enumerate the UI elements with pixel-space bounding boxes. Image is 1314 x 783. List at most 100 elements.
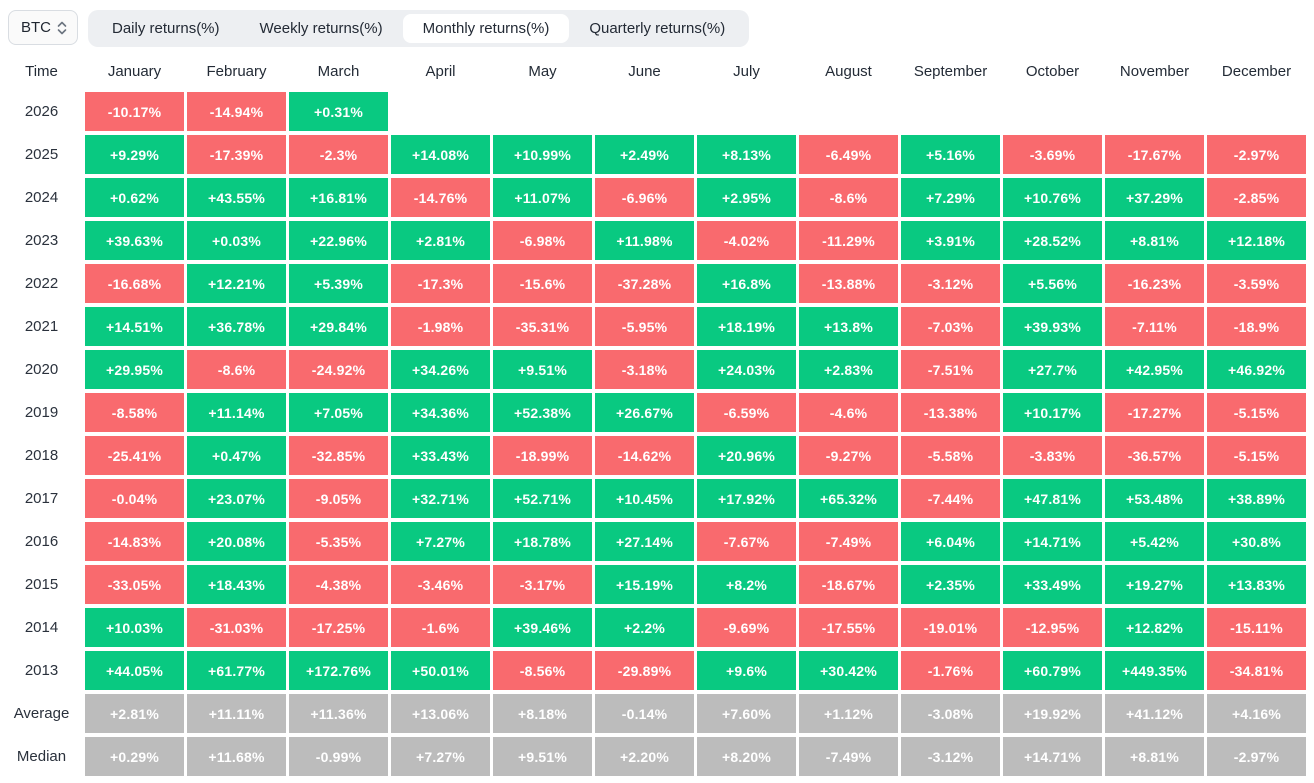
return-cell-2024-january: +0.62%: [85, 178, 184, 217]
return-cell-average-march: +11.36%: [289, 694, 388, 733]
return-cell-2016-february: +20.08%: [187, 522, 286, 561]
return-cell-2024-june: -6.96%: [595, 178, 694, 217]
return-cell-2013-february: +61.77%: [187, 651, 286, 690]
return-cell-2020-september: -7.51%: [901, 350, 1000, 389]
return-cell-2026-october: [1003, 92, 1102, 131]
return-cell-2021-september: -7.03%: [901, 307, 1000, 346]
return-cell-2025-october: -3.69%: [1003, 135, 1102, 174]
return-cell-median-april: +7.27%: [391, 737, 490, 776]
row-label-2018: 2018: [24, 447, 59, 464]
return-cell-2019-june: +26.67%: [595, 393, 694, 432]
return-cell-2016-july: -7.67%: [697, 522, 796, 561]
return-cell-2017-september: -7.44%: [901, 479, 1000, 518]
column-header-september: September: [913, 62, 988, 80]
return-cell-2015-june: +15.19%: [595, 565, 694, 604]
return-cell-2013-december: -34.81%: [1207, 651, 1306, 690]
row-label-2014: 2014: [24, 619, 59, 636]
column-header-december: December: [1221, 62, 1292, 80]
return-cell-2021-november: -7.11%: [1105, 307, 1204, 346]
return-cell-2018-august: -9.27%: [799, 436, 898, 475]
return-cell-2026-september: [901, 92, 1000, 131]
return-cell-2020-july: +24.03%: [697, 350, 796, 389]
return-cell-median-may: +9.51%: [493, 737, 592, 776]
tab-weekly[interactable]: Weekly returns(%): [259, 20, 383, 37]
tab-monthly[interactable]: Monthly returns(%): [402, 14, 570, 43]
return-cell-2023-january: +39.63%: [85, 221, 184, 260]
return-cell-2021-july: +18.19%: [697, 307, 796, 346]
return-cell-average-september: -3.08%: [901, 694, 1000, 733]
return-cell-average-june: -0.14%: [595, 694, 694, 733]
return-cell-2024-february: +43.55%: [187, 178, 286, 217]
return-cell-2015-february: +18.43%: [187, 565, 286, 604]
return-cell-2018-july: +20.96%: [697, 436, 796, 475]
return-cell-2018-april: +33.43%: [391, 436, 490, 475]
return-cell-average-july: +7.60%: [697, 694, 796, 733]
return-cell-2025-april: +14.08%: [391, 135, 490, 174]
return-cell-2019-february: +11.14%: [187, 393, 286, 432]
return-cell-2024-may: +11.07%: [493, 178, 592, 217]
return-cell-median-february: +11.68%: [187, 737, 286, 776]
return-cell-2014-december: -15.11%: [1207, 608, 1306, 647]
return-cell-median-march: -0.99%: [289, 737, 388, 776]
return-cell-2013-august: +30.42%: [799, 651, 898, 690]
return-cell-2025-november: -17.67%: [1105, 135, 1204, 174]
return-cell-2016-august: -7.49%: [799, 522, 898, 561]
column-header-april: April: [425, 62, 456, 80]
return-cell-2015-may: -3.17%: [493, 565, 592, 604]
return-cell-2016-november: +5.42%: [1105, 522, 1204, 561]
return-cell-2014-november: +12.82%: [1105, 608, 1204, 647]
return-cell-2018-february: +0.47%: [187, 436, 286, 475]
return-cell-2023-september: +3.91%: [901, 221, 1000, 260]
return-cell-2018-january: -25.41%: [85, 436, 184, 475]
return-cell-2016-september: +6.04%: [901, 522, 1000, 561]
return-cell-2019-march: +7.05%: [289, 393, 388, 432]
return-cell-median-september: -3.12%: [901, 737, 1000, 776]
return-cell-2022-august: -13.88%: [799, 264, 898, 303]
return-cell-2025-may: +10.99%: [493, 135, 592, 174]
tab-daily[interactable]: Daily returns(%): [112, 20, 220, 37]
return-cell-2022-october: +5.56%: [1003, 264, 1102, 303]
return-cell-2017-march: -9.05%: [289, 479, 388, 518]
return-cell-2023-april: +2.81%: [391, 221, 490, 260]
return-cell-2016-january: -14.83%: [85, 522, 184, 561]
return-cell-2022-april: -17.3%: [391, 264, 490, 303]
return-cell-2019-may: +52.38%: [493, 393, 592, 432]
return-cell-median-august: -7.49%: [799, 737, 898, 776]
return-cell-2026-june: [595, 92, 694, 131]
row-label-median: Median: [16, 748, 67, 765]
return-cell-2015-september: +2.35%: [901, 565, 1000, 604]
return-cell-2021-october: +39.93%: [1003, 307, 1102, 346]
monthly-returns-table: Time January February March April May June July…: [1, 54, 1314, 776]
asset-selector[interactable]: BTC: [8, 10, 78, 45]
return-cell-2017-april: +32.71%: [391, 479, 490, 518]
return-cell-2013-march: +172.76%: [289, 651, 388, 690]
column-header-october: October: [1025, 62, 1080, 80]
return-cell-2021-march: +29.84%: [289, 307, 388, 346]
return-cell-2020-december: +46.92%: [1207, 350, 1306, 389]
return-cell-median-december: -2.97%: [1207, 737, 1306, 776]
return-cell-2019-december: -5.15%: [1207, 393, 1306, 432]
return-cell-average-may: +8.18%: [493, 694, 592, 733]
toolbar: BTC Daily returns(%) Weekly returns(%) Mon…: [0, 0, 1314, 50]
return-cell-median-january: +0.29%: [85, 737, 184, 776]
column-header-february: February: [206, 62, 267, 80]
return-cell-2017-august: +65.32%: [799, 479, 898, 518]
return-cell-2022-january: -16.68%: [85, 264, 184, 303]
return-cell-average-january: +2.81%: [85, 694, 184, 733]
row-label-2015: 2015: [24, 576, 59, 593]
return-cell-2018-march: -32.85%: [289, 436, 388, 475]
return-cell-2017-november: +53.48%: [1105, 479, 1204, 518]
tab-quarterly[interactable]: Quarterly returns(%): [589, 20, 726, 37]
row-label-2020: 2020: [24, 361, 59, 378]
return-cell-2015-august: -18.67%: [799, 565, 898, 604]
updown-chevron-icon: [57, 20, 67, 36]
return-cell-median-july: +8.20%: [697, 737, 796, 776]
return-cell-2022-november: -16.23%: [1105, 264, 1204, 303]
return-cell-2013-november: +449.35%: [1105, 651, 1204, 690]
return-cell-2024-december: -2.85%: [1207, 178, 1306, 217]
return-cell-2013-january: +44.05%: [85, 651, 184, 690]
returns-period-tabs: Daily returns(%) Weekly returns(%) Monthly…: [88, 10, 750, 47]
return-cell-2017-january: -0.04%: [85, 479, 184, 518]
return-cell-2025-july: +8.13%: [697, 135, 796, 174]
return-cell-2022-july: +16.8%: [697, 264, 796, 303]
